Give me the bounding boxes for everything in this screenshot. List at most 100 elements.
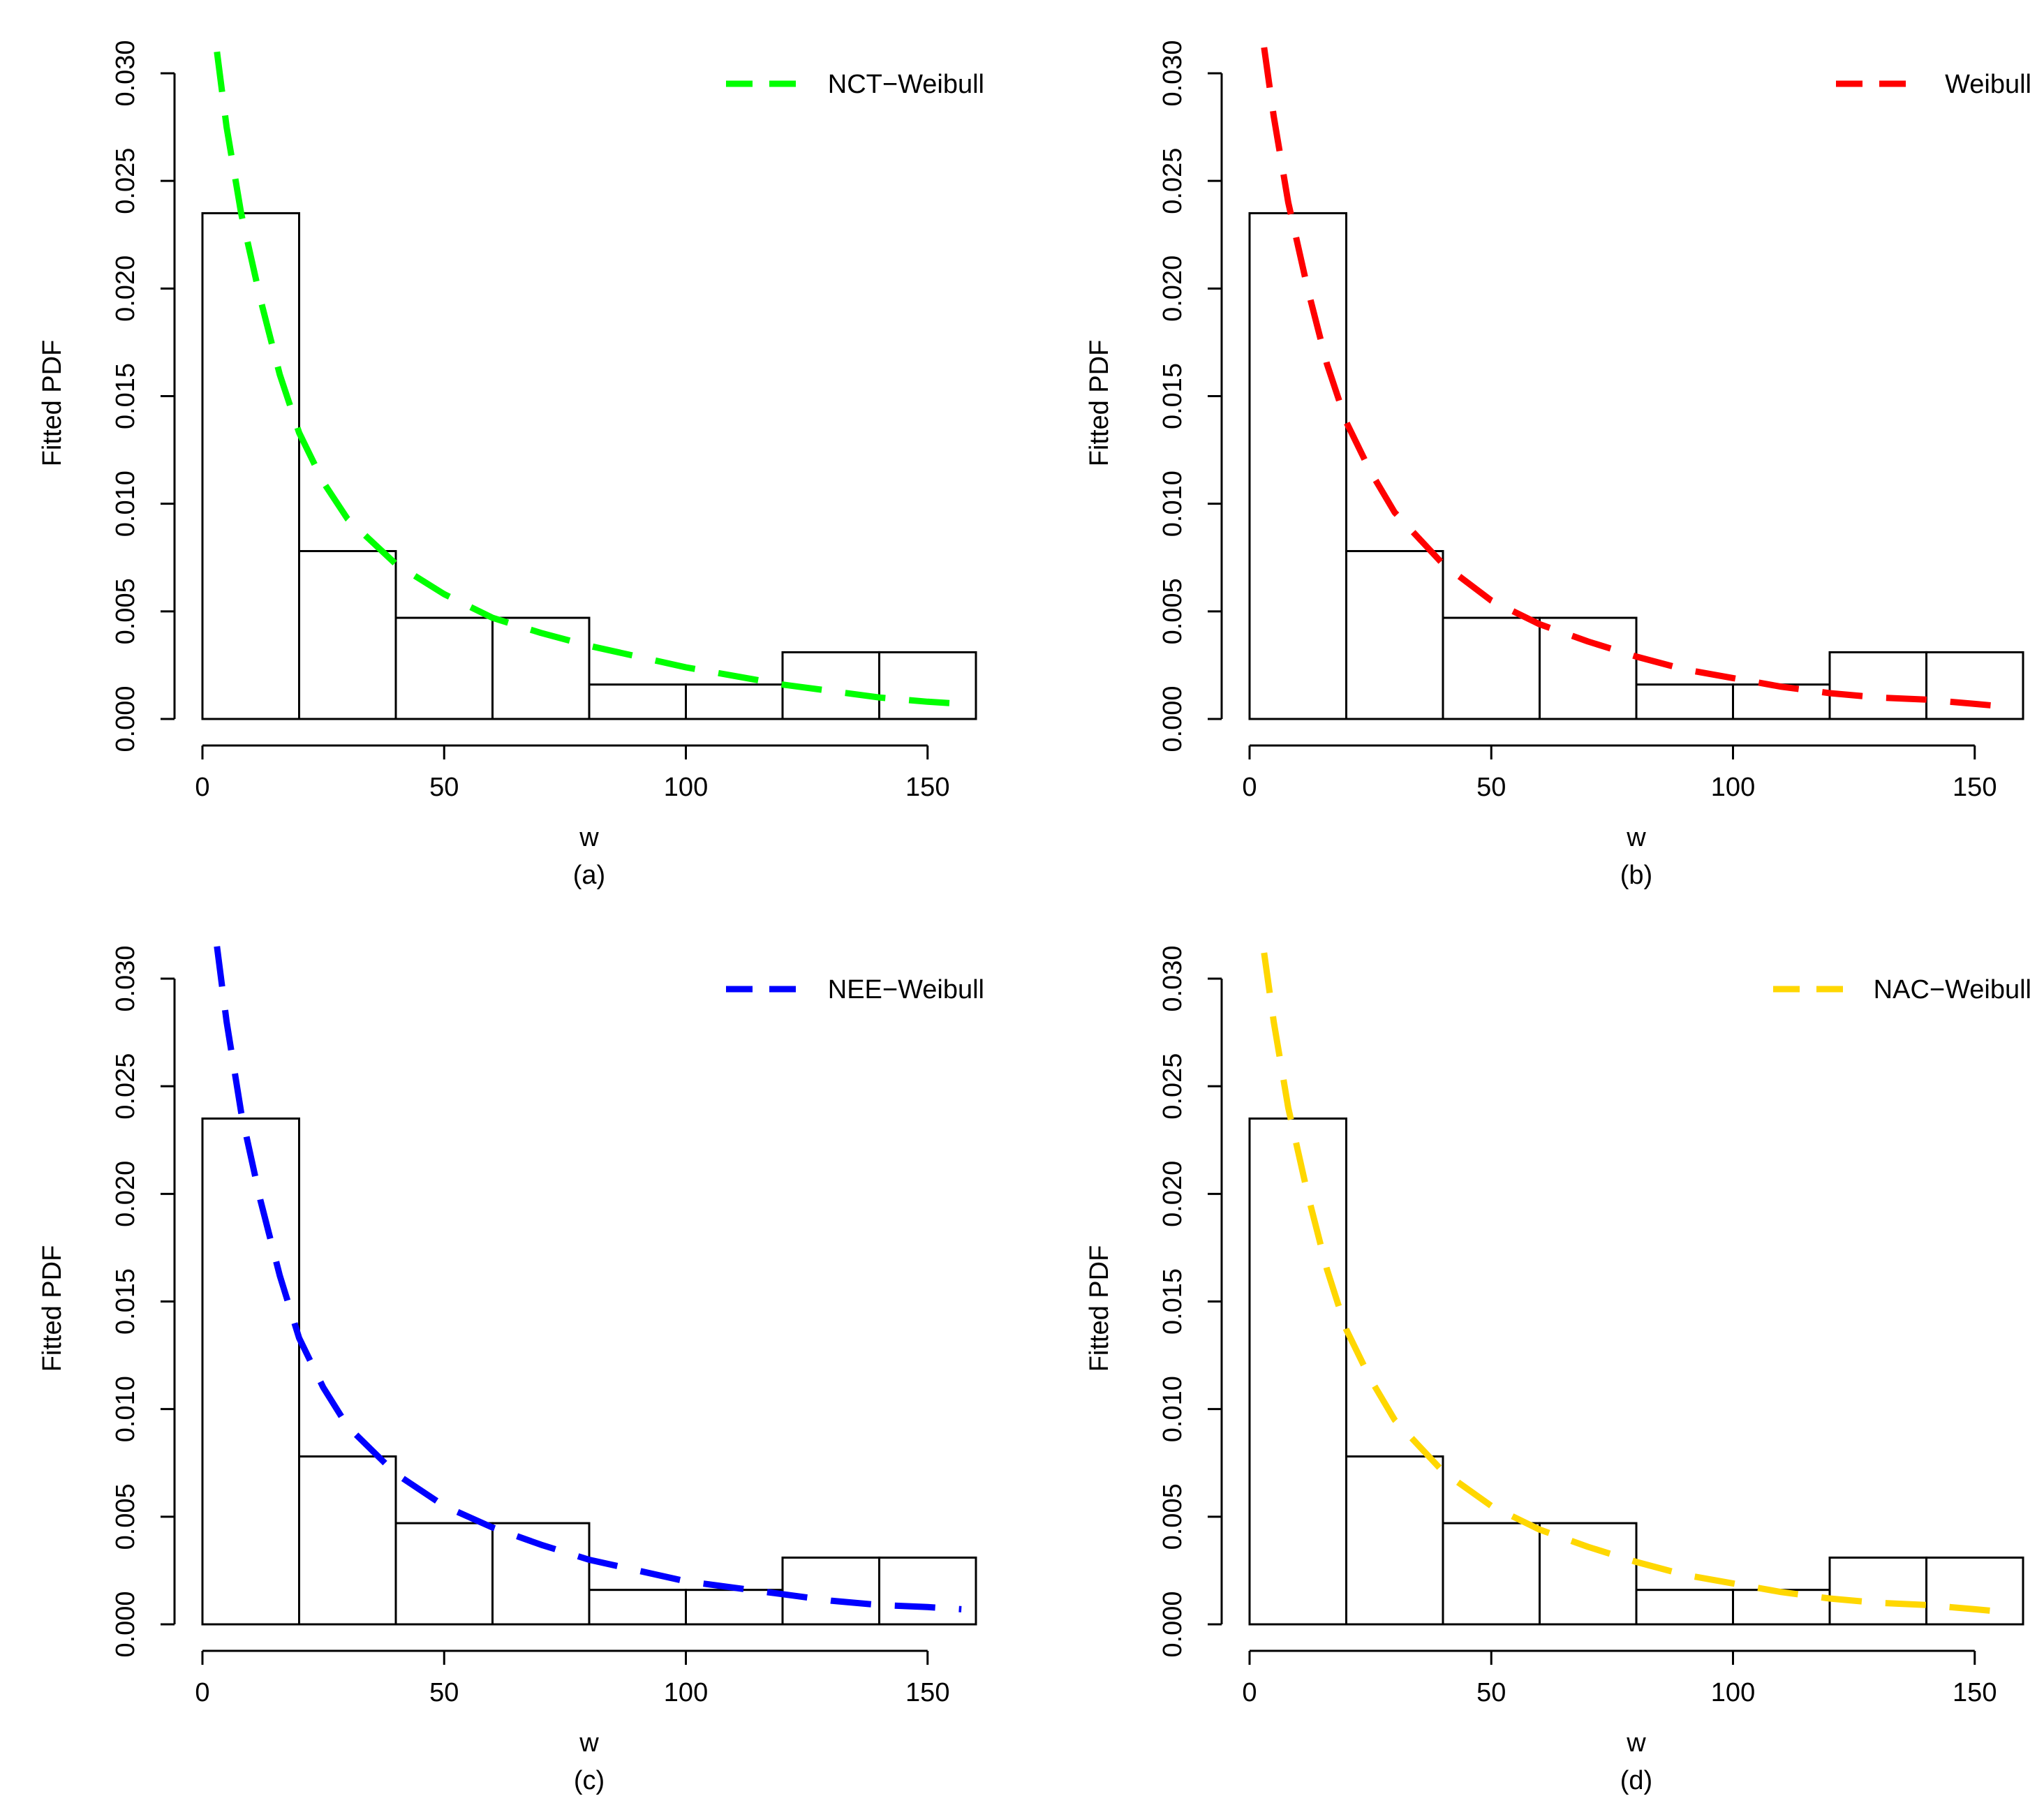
histogram-bar-8 <box>878 651 977 720</box>
histogram-bar-1 <box>1248 212 1347 720</box>
y-tick-label-7: 0.030 <box>1158 40 1187 106</box>
histogram-bar-7 <box>781 1556 880 1626</box>
histogram-bar-2 <box>298 1455 397 1626</box>
panel-c: 0 50 100 1500.0000.0050.0100.0150.0200.0250… <box>38 945 984 1795</box>
histogram-bar-1 <box>1248 1117 1347 1626</box>
fitted-curve-1 <box>1261 47 1999 709</box>
x-tick-label-2: 50 <box>1476 1678 1506 1707</box>
y-tick-label-3: 0.010 <box>111 1376 140 1442</box>
y-tick-label-2: 0.005 <box>1158 1483 1187 1550</box>
histogram-bar-1 <box>201 212 300 720</box>
histogram-bar-5 <box>588 1589 687 1626</box>
panel-caption: (c) <box>574 1766 605 1795</box>
histogram-bar-3 <box>394 616 494 720</box>
x-tick-label-2: 50 <box>429 1678 459 1707</box>
y-tick-label-5: 0.020 <box>1158 1161 1187 1227</box>
histogram-bar-2 <box>298 550 397 720</box>
histogram-bar-6 <box>685 683 784 720</box>
x-tick-label-1: 0 <box>195 773 209 802</box>
y-axis-title: Fitted PDF <box>1085 1245 1114 1372</box>
y-tick-label-7: 0.030 <box>111 40 140 106</box>
histogram-bar-4 <box>1539 616 1638 720</box>
x-axis: 0 50 100 150 <box>195 1649 949 1707</box>
panel-caption: (b) <box>1620 861 1652 890</box>
fitted-curve-1 <box>214 946 962 1612</box>
histogram-bars <box>1248 212 2024 720</box>
histogram-bar-5 <box>1635 683 1734 720</box>
y-tick-label-7: 0.030 <box>1158 945 1187 1011</box>
y-tick-label-3: 0.010 <box>111 470 140 537</box>
x-tick-label-4: 150 <box>1953 773 1997 802</box>
y-tick-label-2: 0.005 <box>1158 578 1187 644</box>
y-tick-label-2: 0.005 <box>111 1483 140 1550</box>
x-tick-label-2: 50 <box>429 773 459 802</box>
y-tick-label-5: 0.020 <box>111 1161 140 1227</box>
y-tick-label-4: 0.015 <box>111 1268 140 1335</box>
legend: NEE−Weibull <box>726 975 984 1004</box>
y-tick-label-6: 0.025 <box>111 148 140 214</box>
x-axis-title: w <box>579 1728 599 1758</box>
fitted-curve-1 <box>214 51 962 707</box>
legend-label-1: NEE−Weibull <box>828 975 984 1004</box>
panel-d: 0 50 100 1500.0000.0050.0100.0150.0200.0250… <box>1085 945 2031 1795</box>
y-tick-label-4: 0.015 <box>1158 363 1187 429</box>
histogram-bar-4 <box>491 616 591 720</box>
histogram-bar-7 <box>1828 1556 1927 1626</box>
x-axis: 0 50 100 150 <box>195 744 949 802</box>
histogram-bar-4 <box>1539 1522 1638 1626</box>
panel-caption: (a) <box>573 861 605 890</box>
y-tick-label-5: 0.020 <box>1158 255 1187 322</box>
panel-a: 0 50 100 1500.0000.0050.0100.0150.0200.0250… <box>38 40 984 890</box>
fitted-curve-1 <box>1261 952 1999 1615</box>
legend-label-1: Weibull <box>1945 70 2031 99</box>
histogram-bars <box>1248 1117 2024 1626</box>
y-tick-label-1: 0.000 <box>1158 685 1187 752</box>
legend: NAC−Weibull <box>1773 975 2031 1004</box>
y-axis-title: Fitted PDF <box>38 340 67 467</box>
x-tick-label-2: 50 <box>1476 773 1506 802</box>
x-tick-label-3: 100 <box>1711 773 1755 802</box>
y-tick-label-5: 0.020 <box>111 255 140 322</box>
x-axis-title: w <box>579 823 599 852</box>
histogram-bar-5 <box>1635 1589 1734 1626</box>
y-tick-label-7: 0.030 <box>111 945 140 1011</box>
histogram-bar-8 <box>878 1556 977 1626</box>
histogram-bar-5 <box>588 683 687 720</box>
y-tick-label-6: 0.025 <box>1158 148 1187 214</box>
histogram-bar-8 <box>1925 651 2024 720</box>
legend: NCT−Weibull <box>726 70 984 99</box>
x-axis: 0 50 100 150 <box>1242 1649 1997 1707</box>
x-axis-title: w <box>1626 823 1646 852</box>
legend-label-1: NCT−Weibull <box>828 70 984 99</box>
histogram-bar-2 <box>1345 1455 1444 1626</box>
y-tick-label-1: 0.000 <box>1158 1591 1187 1657</box>
panel-caption: (d) <box>1620 1766 1652 1795</box>
x-tick-label-4: 150 <box>1953 1678 1997 1707</box>
histogram-bar-7 <box>1828 651 1927 720</box>
x-tick-label-3: 100 <box>664 773 708 802</box>
histogram-bar-2 <box>1345 550 1444 720</box>
histogram-bar-3 <box>1442 1522 1541 1626</box>
y-tick-label-4: 0.015 <box>111 363 140 429</box>
x-axis: 0 50 100 150 <box>1242 744 1997 802</box>
legend: Weibull <box>1836 70 2031 99</box>
y-tick-label-1: 0.000 <box>111 1591 140 1657</box>
y-axis: 0.000 0.005 0.010 0.015 0.020 0.025 0.030 <box>1158 945 1223 1658</box>
x-tick-label-1: 0 <box>195 1678 209 1707</box>
x-tick-label-1: 0 <box>1242 1678 1257 1707</box>
panel-b: 0 50 100 1500.0000.0050.0100.0150.0200.0250… <box>1085 40 2031 890</box>
histogram-bar-4 <box>491 1522 591 1626</box>
y-tick-label-6: 0.025 <box>111 1053 140 1120</box>
x-tick-label-3: 100 <box>664 1678 708 1707</box>
y-tick-label-1: 0.000 <box>111 685 140 752</box>
histogram-bar-3 <box>394 1522 494 1626</box>
y-tick-label-4: 0.015 <box>1158 1268 1187 1335</box>
x-tick-label-3: 100 <box>1711 1678 1755 1707</box>
histogram-bars <box>201 212 977 720</box>
y-axis-title: Fitted PDF <box>1085 340 1114 467</box>
y-axis: 0.000 0.005 0.010 0.015 0.020 0.025 0.030 <box>1158 40 1223 752</box>
y-tick-label-3: 0.010 <box>1158 470 1187 537</box>
y-axis: 0.000 0.005 0.010 0.015 0.020 0.025 0.030 <box>111 40 176 752</box>
x-tick-label-4: 150 <box>905 773 949 802</box>
